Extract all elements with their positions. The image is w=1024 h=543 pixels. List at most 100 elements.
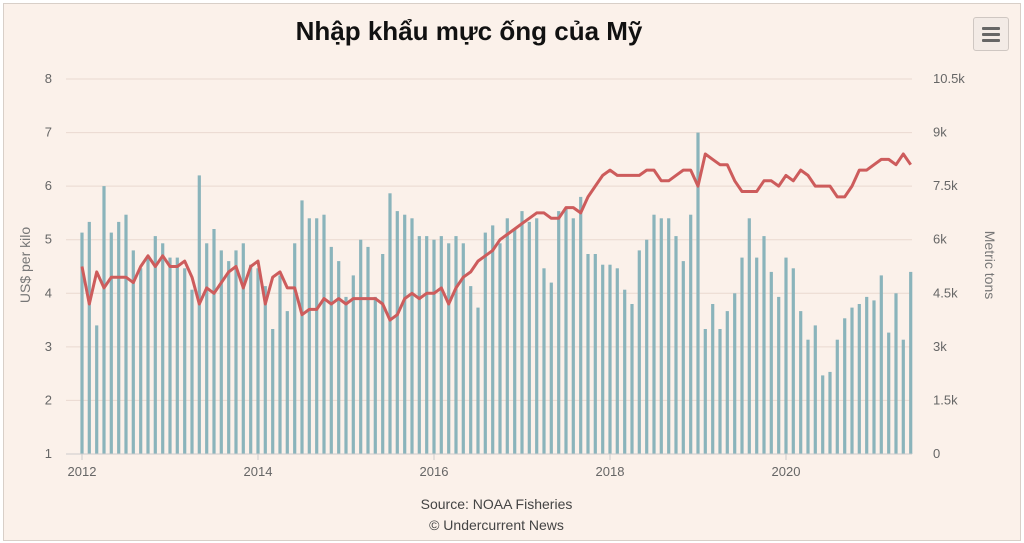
right-tick-label: 3k [933,339,947,354]
hamburger-menu-icon [982,33,1000,36]
bar [197,175,201,454]
bar [395,211,399,454]
bar [425,236,429,454]
chart-title: Nhập khẩu mực ống của Mỹ [295,16,643,46]
bar [153,236,157,454]
bar [131,250,135,454]
x-axis-ticks: 2012 2014 2016 2018 2020 [68,454,801,479]
bar [80,232,84,454]
bar [703,329,707,454]
bar [894,293,898,454]
bar [447,243,451,454]
bar [813,325,817,454]
bar [879,275,883,454]
bar [139,268,143,454]
x-tick-label: 2020 [772,464,801,479]
bar [593,254,597,454]
bar [300,200,304,454]
bar [718,329,722,454]
bar [505,218,509,454]
bar [498,243,502,454]
bar [601,264,605,454]
bar [799,311,803,454]
bar [615,268,619,454]
left-axis-title: US$ per kilo [17,227,33,303]
bar [249,264,253,454]
bar [315,218,319,454]
bar [241,243,245,454]
bar [762,236,766,454]
bar [439,236,443,454]
bar [322,214,326,454]
bar [843,318,847,454]
bar [755,257,759,454]
hamburger-menu-button[interactable] [973,17,1009,51]
bar [689,214,693,454]
bar [667,218,671,454]
bar [608,264,612,454]
right-tick-label: 9k [933,125,947,140]
bar [513,229,517,454]
bar [806,339,810,454]
chart-container: Nhập khẩu mực ống của Mỹ Source: NOAA Fi… [3,3,1021,541]
bar [256,268,260,454]
bar [366,246,370,454]
left-tick-label: 2 [45,392,52,407]
bar [278,275,282,454]
bar [109,232,113,454]
bar [630,304,634,454]
right-tick-label: 10.5k [933,71,965,86]
bar [344,296,348,454]
bar [329,246,333,454]
bar [175,257,179,454]
credit-text: © Undercurrent News [429,517,564,533]
right-axis-ticks: 0 1.5k 3k 4.5k 6k 7.5k 9k 10.5k [933,71,965,461]
bar [403,214,407,454]
bar [87,221,91,454]
bar [659,218,663,454]
bar [681,261,685,454]
bar [307,218,311,454]
line-series [80,152,912,322]
bar [835,339,839,454]
x-tick-label: 2012 [68,464,97,479]
bar [432,239,436,454]
bar [784,257,788,454]
x-tick-label: 2018 [596,464,625,479]
bar [337,261,341,454]
left-tick-label: 6 [45,178,52,193]
bar [271,329,275,454]
bar [461,243,465,454]
bar [557,211,561,454]
bar [183,268,187,454]
bar [102,186,106,454]
right-tick-label: 1.5k [933,392,958,407]
right-tick-label: 6k [933,232,947,247]
bar [95,325,99,454]
left-axis-ticks: 1 2 3 4 5 6 7 8 [45,71,52,461]
bar [791,268,795,454]
bar [872,300,876,454]
bar [901,339,905,454]
bar [637,250,641,454]
bar [417,236,421,454]
right-tick-label: 4.5k [933,285,958,300]
left-tick-label: 4 [45,285,52,300]
x-tick-label: 2016 [420,464,449,479]
bar [359,239,363,454]
bar [190,289,194,454]
bar [740,257,744,454]
bar [454,236,458,454]
bar [696,132,700,454]
bar [711,304,715,454]
bar [542,268,546,454]
bar [491,225,495,454]
bar [469,286,473,454]
bar [821,375,825,454]
bar [857,304,861,454]
bar [373,296,377,454]
hamburger-menu-icon [982,27,1000,30]
hamburger-menu-icon [982,39,1000,42]
left-tick-label: 3 [45,339,52,354]
